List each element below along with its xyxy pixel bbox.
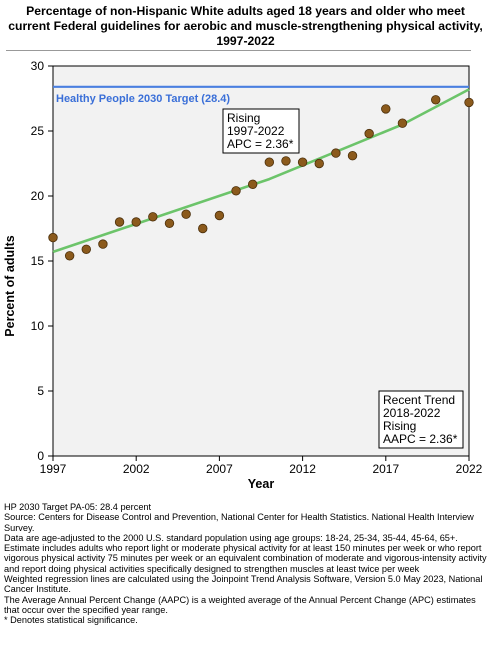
x-axis: 1997 2002 2007 2012 2017 2022: [40, 456, 483, 476]
data-points: [48, 95, 474, 261]
data-point: [314, 158, 324, 169]
annotation-recent-line-3: Rising: [383, 419, 416, 433]
data-point: [48, 232, 58, 243]
annotation-box-recent: Recent Trend 2018-2022 Rising AAPC = 2.3…: [378, 390, 464, 449]
annotation-box-recent-frame: [378, 390, 464, 449]
data-point: [464, 97, 474, 108]
data-point: [81, 244, 91, 255]
annotation-box-overall-frame: [222, 108, 300, 154]
y-tick-label: 10: [31, 319, 45, 333]
footnote-regression: Weighted regression lines are calculated…: [4, 574, 483, 595]
chart-title-line-2: current Federal guidelines for aerobic a…: [8, 19, 483, 33]
y-tick-label: 15: [31, 254, 45, 268]
data-point: [381, 104, 391, 114]
data-point: [231, 186, 241, 196]
data-point: [181, 209, 191, 219]
title-divider: [6, 50, 471, 51]
y-axis: 0 5 10 15 20 25 30: [31, 59, 53, 463]
footnote-target: HP 2030 Target PA-05: 28.4 percent: [4, 502, 152, 512]
y-tick-label: 5: [37, 384, 44, 398]
data-point: [397, 118, 408, 128]
y-axis-title: Percent of adults: [3, 235, 17, 336]
data-point: [114, 217, 125, 227]
chart-svg: 0 5 10 15 20 25 30 1997 2002 2007 2012 2017 2022 He…: [3, 59, 483, 491]
data-point: [347, 150, 358, 161]
y-tick-label: 25: [31, 124, 45, 138]
annotation-box-overall: Rising 1997-2022 APC = 2.36*: [222, 108, 300, 154]
data-point: [164, 218, 175, 229]
annotation-recent-line-1: Recent Trend: [383, 393, 455, 407]
chart-title-line-1: Percentage of non-Hispanic White adults …: [26, 4, 465, 18]
x-axis-title: Year: [248, 477, 275, 491]
annotation-recent-line-4: AAPC = 2.36*: [383, 432, 458, 446]
x-tick-label: 2022: [456, 462, 483, 476]
annotation-overall-line-1: Rising: [227, 111, 260, 125]
data-point: [214, 210, 225, 221]
footnote-age-adjust: Data are age-adjusted to the 2000 U.S. s…: [4, 532, 458, 543]
data-point: [364, 128, 374, 139]
x-tick-label: 2012: [289, 462, 316, 476]
y-tick-label: 30: [31, 59, 45, 73]
footnote-aapc: The Average Annual Percent Change (AAPC)…: [4, 594, 476, 615]
footnote-significance: * Denotes statistical significance.: [4, 615, 138, 626]
data-point: [131, 217, 141, 227]
footnote-estimate: Estimate includes adults who report ligh…: [4, 543, 487, 574]
annotation-overall-line-2: 1997-2022: [227, 124, 285, 138]
x-tick-label: 1997: [40, 462, 67, 476]
data-point: [264, 157, 275, 167]
chart-title-line-3: 1997-2022: [216, 34, 275, 48]
data-point: [297, 157, 308, 167]
chart-title: Percentage of non-Hispanic White adults …: [0, 4, 491, 49]
y-tick-label: 0: [37, 449, 44, 463]
footnote-source: Source: Centers for Disease Control and …: [4, 512, 474, 533]
footnotes: HP 2030 Target PA-05: 28.4 percent Sourc…: [4, 502, 488, 626]
data-point: [148, 212, 158, 222]
data-point: [98, 239, 108, 249]
data-point: [431, 95, 441, 105]
annotation-recent-line-2: 2018-2022: [383, 406, 441, 420]
data-point: [331, 148, 341, 158]
target-label: Healthy People 2030 Target (28.4): [56, 93, 230, 105]
annotation-overall-line-3: APC = 2.36*: [227, 137, 294, 151]
x-tick-label: 2002: [123, 462, 150, 476]
data-point: [198, 223, 208, 234]
y-tick-label: 20: [31, 189, 45, 203]
data-point: [247, 179, 258, 190]
x-tick-label: 2007: [206, 462, 233, 476]
data-point: [281, 156, 291, 166]
x-tick-label: 2017: [372, 462, 399, 476]
data-point: [64, 251, 75, 261]
